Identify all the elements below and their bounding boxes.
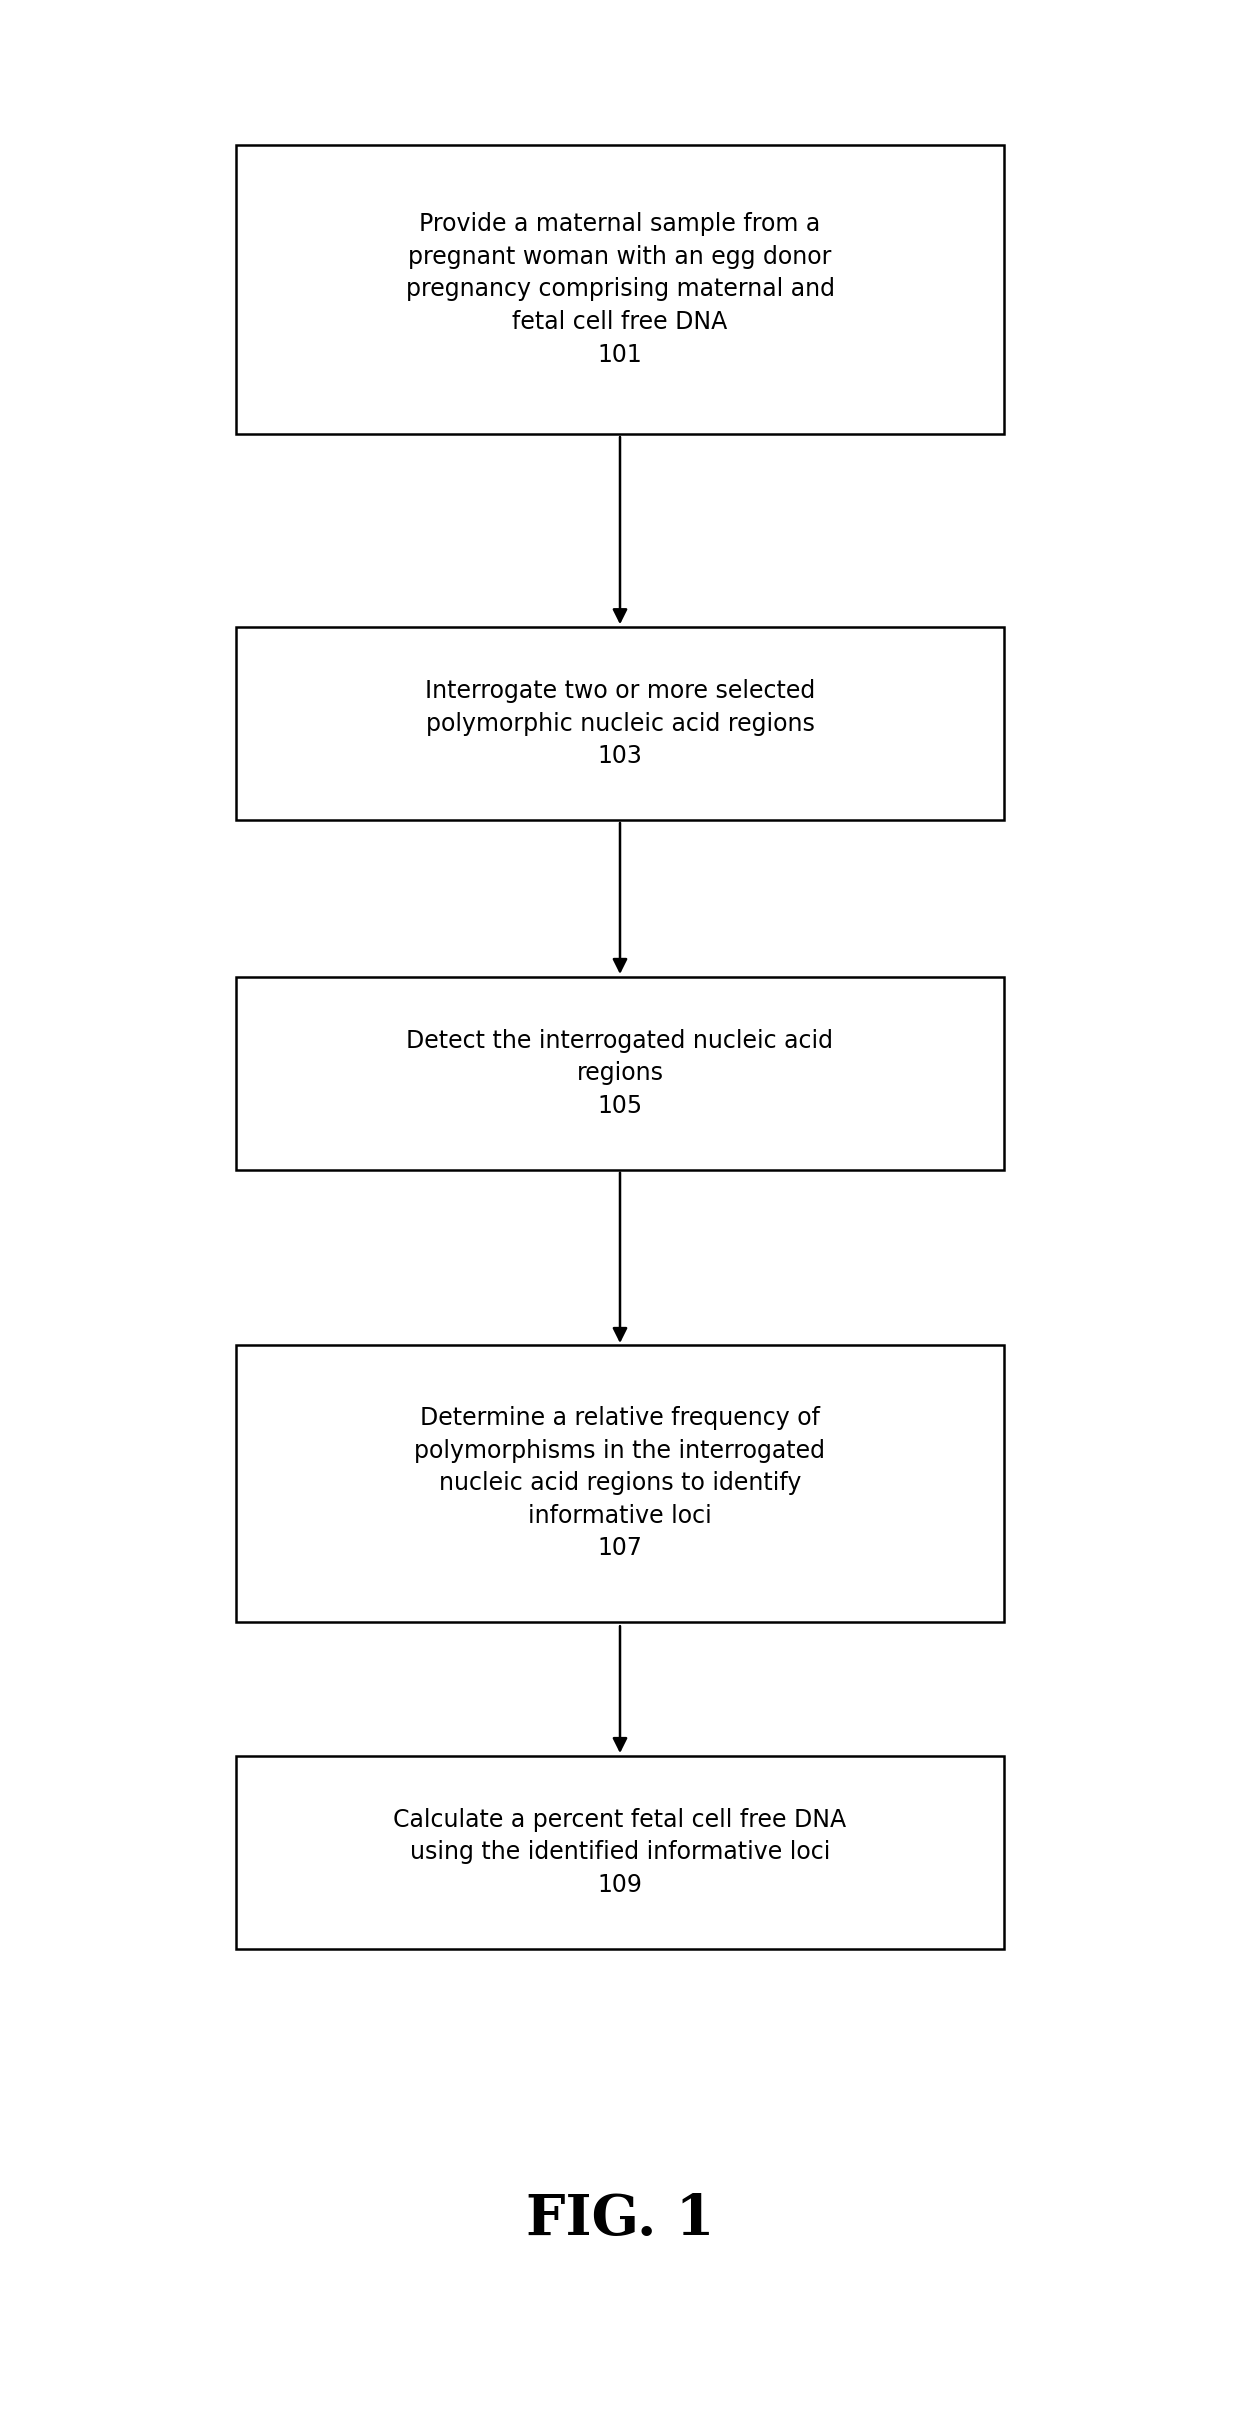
Text: Calculate a percent fetal cell free DNA
using the identified informative loci
10: Calculate a percent fetal cell free DNA …	[393, 1809, 847, 1896]
Bar	[236, 977, 1004, 1170]
Text: Detect the interrogated nucleic acid
regions
105: Detect the interrogated nucleic acid reg…	[407, 1030, 833, 1117]
Text: Interrogate two or more selected
polymorphic nucleic acid regions
103: Interrogate two or more selected polymor…	[425, 680, 815, 767]
Text: FIG. 1: FIG. 1	[526, 2193, 714, 2246]
Text: Provide a maternal sample from a
pregnant woman with an egg donor
pregnancy comp: Provide a maternal sample from a pregnan…	[405, 212, 835, 367]
Bar	[236, 1346, 1004, 1621]
Text: Determine a relative frequency of
polymorphisms in the interrogated
nucleic acid: Determine a relative frequency of polymo…	[414, 1406, 826, 1561]
Bar	[236, 145, 1004, 434]
Bar	[236, 627, 1004, 820]
Bar	[236, 1756, 1004, 1949]
